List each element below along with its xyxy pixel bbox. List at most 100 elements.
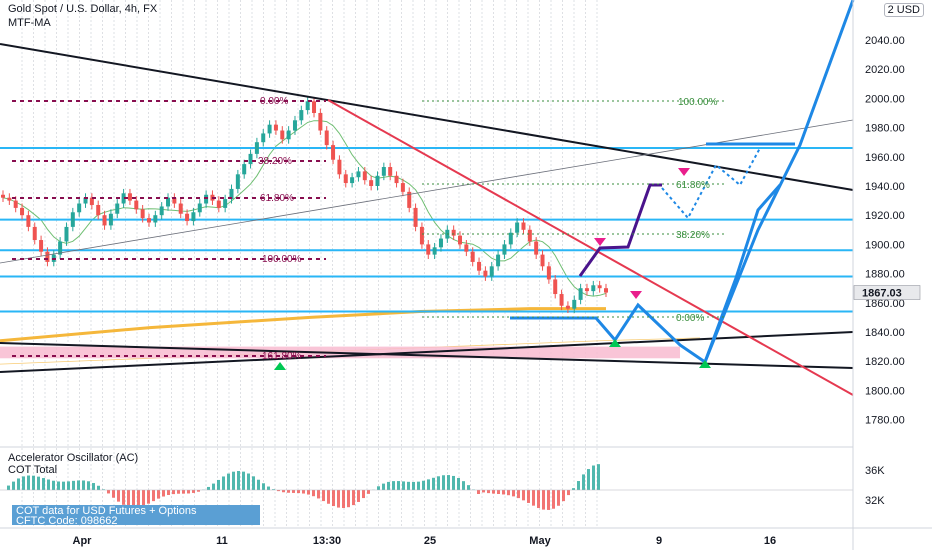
- oscillator-bar: [67, 481, 70, 490]
- candle-body: [477, 261, 482, 271]
- blue-projection-path: [510, 184, 782, 365]
- oscillator-bar: [147, 490, 150, 504]
- oscillator-bar: [562, 490, 565, 502]
- oscillator-bar: [77, 480, 80, 490]
- candle-body: [419, 226, 424, 245]
- oscillator-bar: [177, 490, 180, 494]
- candle-body: [369, 180, 374, 186]
- oscillator-bar: [232, 471, 235, 490]
- oscillator-bar: [417, 481, 420, 490]
- fib-label-left: 38.20%: [258, 156, 292, 167]
- oscillator-bar: [457, 478, 460, 490]
- candle-body: [191, 212, 196, 222]
- oscillator-bar: [72, 480, 75, 490]
- candle-body: [197, 203, 202, 213]
- candle-body: [172, 197, 177, 204]
- candle-body: [470, 251, 475, 262]
- currency-label: USD: [896, 4, 920, 16]
- candle-body: [426, 244, 431, 255]
- oscillator-bar: [187, 490, 190, 494]
- candle-body: [7, 197, 12, 201]
- oscillator-bar: [252, 476, 255, 490]
- sell-marker: [630, 291, 642, 299]
- oscillator-bar: [62, 481, 65, 490]
- candle-body: [540, 254, 545, 267]
- oscillator-bar: [262, 483, 265, 490]
- candle-body: [312, 101, 317, 113]
- candle-body: [337, 159, 342, 175]
- candle-body: [502, 244, 507, 255]
- candle-body: [438, 238, 443, 248]
- oscillator-bar: [362, 490, 365, 499]
- fib-label-right: 0.00%: [676, 313, 704, 324]
- fib-label-right: 61.80%: [676, 180, 710, 191]
- y-tick-label: 1900.00: [865, 239, 905, 251]
- candle-body: [464, 244, 469, 252]
- oscillator-bar: [497, 490, 500, 495]
- oscillator-bar: [57, 481, 60, 490]
- candle-body: [451, 229, 456, 236]
- candle-body: [39, 240, 44, 252]
- candle-body: [286, 130, 291, 140]
- oscillator-bar: [517, 490, 520, 499]
- x-tick-label: 11: [216, 535, 228, 547]
- oscillator-bar: [92, 483, 95, 490]
- candle-body: [204, 194, 209, 204]
- oscillator-bar: [412, 481, 415, 490]
- candle-body: [292, 120, 297, 131]
- candle-body: [115, 203, 120, 214]
- oscillator-bar: [167, 490, 170, 495]
- oscillator-bar: [197, 490, 200, 492]
- candle-body: [565, 305, 570, 309]
- drawing-overlays: [0, 0, 855, 396]
- candle-body: [388, 167, 393, 176]
- oscillator-bar: [242, 471, 245, 490]
- candle-body: [77, 203, 82, 213]
- oscillator-bar: [347, 490, 350, 508]
- y-tick-label: 1920.00: [865, 210, 905, 222]
- blue-projection-upper: [703, 0, 855, 363]
- candle-body: [407, 191, 412, 208]
- oscillator-bar: [212, 483, 215, 490]
- candle-body: [96, 204, 101, 216]
- top-label: 2: [887, 4, 894, 16]
- oscillator-bar: [22, 476, 25, 490]
- candle-body: [394, 175, 399, 184]
- candle-body: [591, 285, 596, 292]
- candle-body: [248, 153, 253, 165]
- oscillator-bar: [447, 475, 450, 490]
- candle-body: [546, 266, 551, 280]
- candle-body: [273, 124, 278, 131]
- oscillator-bar: [152, 490, 155, 502]
- candle-body: [318, 113, 323, 131]
- oscillator-bar: [192, 490, 195, 493]
- x-tick-label: Apr: [73, 535, 93, 547]
- candle-body: [102, 215, 107, 226]
- candle-body: [534, 241, 539, 255]
- fib-label-left: 61.80%: [260, 193, 294, 204]
- oscillator-bar: [12, 481, 15, 490]
- oscillator-bar: [47, 479, 50, 490]
- candle-body: [26, 215, 31, 227]
- candle-body: [229, 188, 234, 200]
- oscillator-bar: [392, 481, 395, 490]
- oscillator-bar: [477, 490, 480, 494]
- black-trendline-top: [0, 43, 854, 191]
- oscillator-bar: [467, 485, 470, 490]
- oscillator-bar: [222, 476, 225, 490]
- fib-label-left: 100.00%: [262, 254, 302, 265]
- red-trendline: [327, 99, 854, 396]
- buy-marker: [699, 360, 711, 368]
- cot-title: COT Total: [8, 464, 58, 476]
- oscillator-bar: [552, 490, 555, 509]
- candle-body: [223, 199, 228, 208]
- oscillator-bar: [442, 475, 445, 490]
- y-tick-label: 1940.00: [865, 181, 905, 193]
- candle-body: [159, 206, 164, 216]
- oscillator-bar: [272, 489, 275, 490]
- currency-badge[interactable]: 2 USD: [883, 3, 924, 17]
- oscillator-bar: [527, 490, 530, 503]
- oscillator-bar: [367, 490, 370, 494]
- oscillator-bar: [207, 486, 210, 490]
